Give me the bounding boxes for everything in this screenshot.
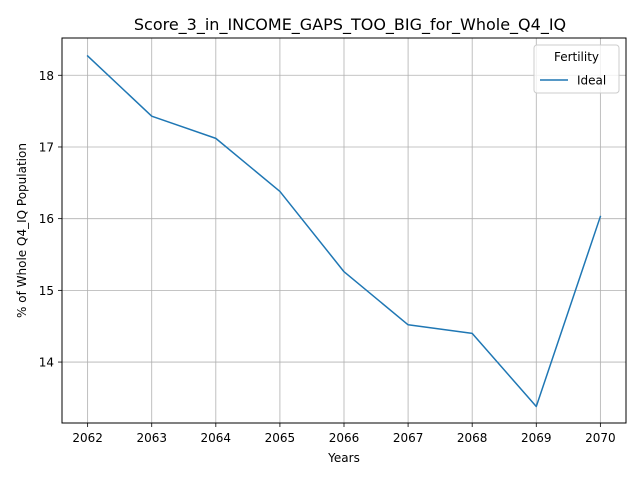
legend-entry-ideal: Ideal (577, 74, 606, 88)
y-tick-label: 17 (39, 140, 54, 154)
x-tick-label: 2066 (329, 431, 360, 445)
grid-lines (62, 38, 626, 423)
legend-box (533, 44, 620, 94)
x-axis-ticks: 2062 2063 2064 2065 2066 2067 2068 2069 2070 (72, 423, 616, 445)
y-axis-ticks: 14 15 16 17 18 (39, 69, 62, 370)
y-axis-label: % of Whole Q4_IQ Population (15, 143, 29, 318)
series-layer (86, 54, 602, 408)
x-tick-label: 2069 (521, 431, 552, 445)
x-tick-label: 2065 (265, 431, 296, 445)
x-tick-label: 2068 (457, 431, 488, 445)
y-tick-label: 16 (39, 212, 54, 226)
y-tick-label: 14 (39, 356, 54, 370)
x-axis-label: Years (327, 451, 360, 465)
x-tick-label: 2064 (201, 431, 232, 445)
x-tick-label: 2062 (72, 431, 103, 445)
chart-title: Score_3_in_INCOME_GAPS_TOO_BIG_for_Whole… (134, 15, 566, 35)
x-tick-label: 2063 (136, 431, 167, 445)
legend: Fertility Ideal (533, 44, 620, 94)
y-tick-label: 15 (39, 284, 54, 298)
x-tick-label: 2070 (585, 431, 616, 445)
x-tick-label: 2067 (393, 431, 424, 445)
y-tick-label: 18 (39, 69, 54, 83)
legend-title: Fertility (554, 50, 599, 64)
